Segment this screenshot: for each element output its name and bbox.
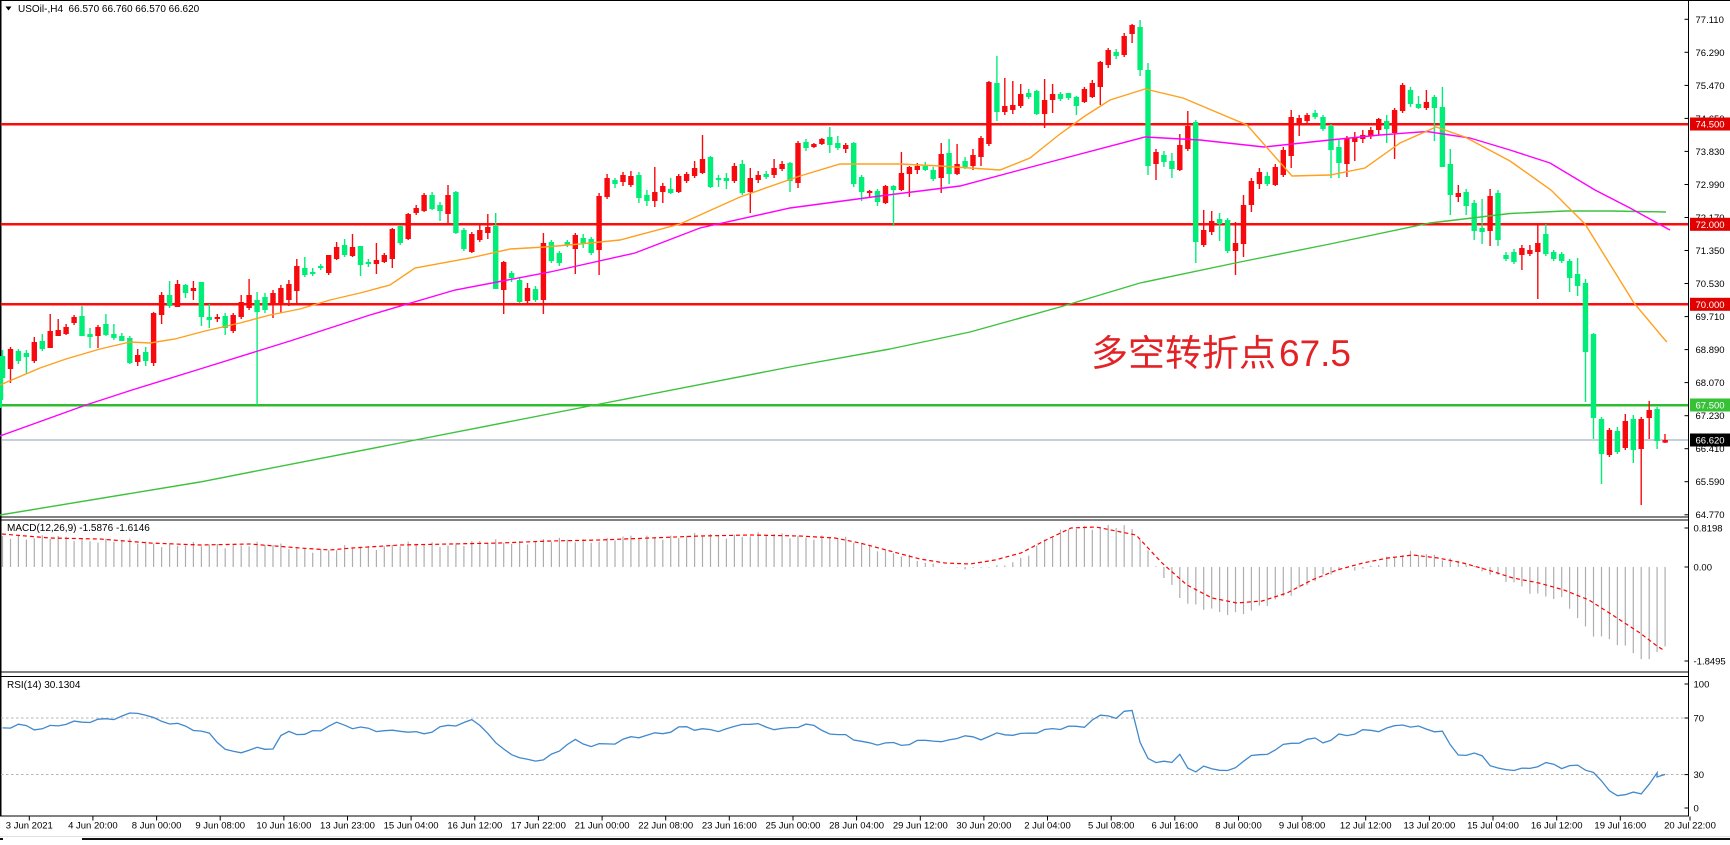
svg-text:9 Jul 08:00: 9 Jul 08:00 — [1279, 821, 1325, 832]
svg-text:16 Jun 12:00: 16 Jun 12:00 — [447, 821, 502, 832]
svg-text:20 Jul 22:00: 20 Jul 22:00 — [1664, 821, 1716, 832]
svg-text:USOil-,H4 66.570 66.760 66.57: USOil-,H4 66.570 66.760 66.570 66.620 — [18, 4, 200, 15]
svg-text:4 Jun 20:00: 4 Jun 20:00 — [68, 821, 118, 832]
svg-text:66.620: 66.620 — [1696, 436, 1725, 447]
svg-text:6 Jul 16:00: 6 Jul 16:00 — [1152, 821, 1198, 832]
svg-text:70.000: 70.000 — [1696, 300, 1725, 311]
svg-text:21 Jun 00:00: 21 Jun 00:00 — [575, 821, 630, 832]
svg-text:65.590: 65.590 — [1696, 477, 1725, 488]
svg-text:77.110: 77.110 — [1696, 15, 1724, 26]
svg-text:67.230: 67.230 — [1696, 411, 1725, 422]
svg-text:76.290: 76.290 — [1696, 48, 1725, 59]
svg-text:64.770: 64.770 — [1696, 510, 1725, 521]
svg-text:22 Jun 08:00: 22 Jun 08:00 — [638, 821, 693, 832]
svg-text:72.000: 72.000 — [1696, 220, 1725, 231]
svg-text:9 Jun 08:00: 9 Jun 08:00 — [195, 821, 245, 832]
svg-text:30 Jun 20:00: 30 Jun 20:00 — [956, 821, 1011, 832]
svg-text:70: 70 — [1694, 714, 1705, 725]
svg-text:68.890: 68.890 — [1696, 345, 1725, 356]
svg-text:67.500: 67.500 — [1696, 401, 1725, 412]
svg-text:10 Jun 16:00: 10 Jun 16:00 — [256, 821, 311, 832]
svg-text:17 Jun 22:00: 17 Jun 22:00 — [511, 821, 566, 832]
svg-text:2 Jul 04:00: 2 Jul 04:00 — [1024, 821, 1070, 832]
svg-text:3 Jun 2021: 3 Jun 2021 — [6, 821, 53, 832]
svg-text:8 Jun 00:00: 8 Jun 00:00 — [132, 821, 182, 832]
svg-text:30: 30 — [1694, 770, 1705, 781]
svg-text:29 Jun 12:00: 29 Jun 12:00 — [893, 821, 948, 832]
svg-text:MACD(12,26,9) -1.5876 -1.6146: MACD(12,26,9) -1.5876 -1.6146 — [7, 523, 150, 534]
svg-text:15 Jun 04:00: 15 Jun 04:00 — [384, 821, 439, 832]
svg-text:RSI(14) 30.1304: RSI(14) 30.1304 — [7, 680, 81, 691]
svg-text:71.350: 71.350 — [1696, 246, 1725, 257]
svg-text:19 Jul 16:00: 19 Jul 16:00 — [1594, 821, 1646, 832]
svg-text:12 Jul 12:00: 12 Jul 12:00 — [1340, 821, 1392, 832]
svg-text:75.470: 75.470 — [1696, 81, 1725, 92]
svg-text:73.830: 73.830 — [1696, 147, 1725, 158]
svg-text:13 Jun 23:00: 13 Jun 23:00 — [320, 821, 375, 832]
svg-text:13 Jul 20:00: 13 Jul 20:00 — [1404, 821, 1456, 832]
svg-text:16 Jul 12:00: 16 Jul 12:00 — [1531, 821, 1583, 832]
svg-text:23 Jun 16:00: 23 Jun 16:00 — [702, 821, 757, 832]
svg-text:0.8198: 0.8198 — [1694, 524, 1723, 535]
svg-text:5 Jul 08:00: 5 Jul 08:00 — [1088, 821, 1134, 832]
svg-text:74.500: 74.500 — [1696, 120, 1725, 131]
svg-text:0.00: 0.00 — [1694, 563, 1713, 574]
svg-text:69.710: 69.710 — [1696, 312, 1725, 323]
svg-text:72.990: 72.990 — [1696, 180, 1725, 191]
svg-text:0: 0 — [1694, 804, 1699, 815]
svg-text:70.530: 70.530 — [1696, 279, 1725, 290]
svg-text:67.5: 67.5 — [1279, 333, 1351, 374]
svg-text:-1.8495: -1.8495 — [1694, 657, 1726, 668]
svg-text:8 Jul 00:00: 8 Jul 00:00 — [1215, 821, 1261, 832]
svg-text:28 Jun 04:00: 28 Jun 04:00 — [829, 821, 884, 832]
svg-text:100: 100 — [1694, 680, 1710, 691]
svg-text:15 Jul 04:00: 15 Jul 04:00 — [1467, 821, 1519, 832]
svg-text:68.070: 68.070 — [1696, 378, 1725, 389]
svg-text:66.410: 66.410 — [1696, 444, 1725, 455]
svg-text:25 Jun 00:00: 25 Jun 00:00 — [766, 821, 821, 832]
